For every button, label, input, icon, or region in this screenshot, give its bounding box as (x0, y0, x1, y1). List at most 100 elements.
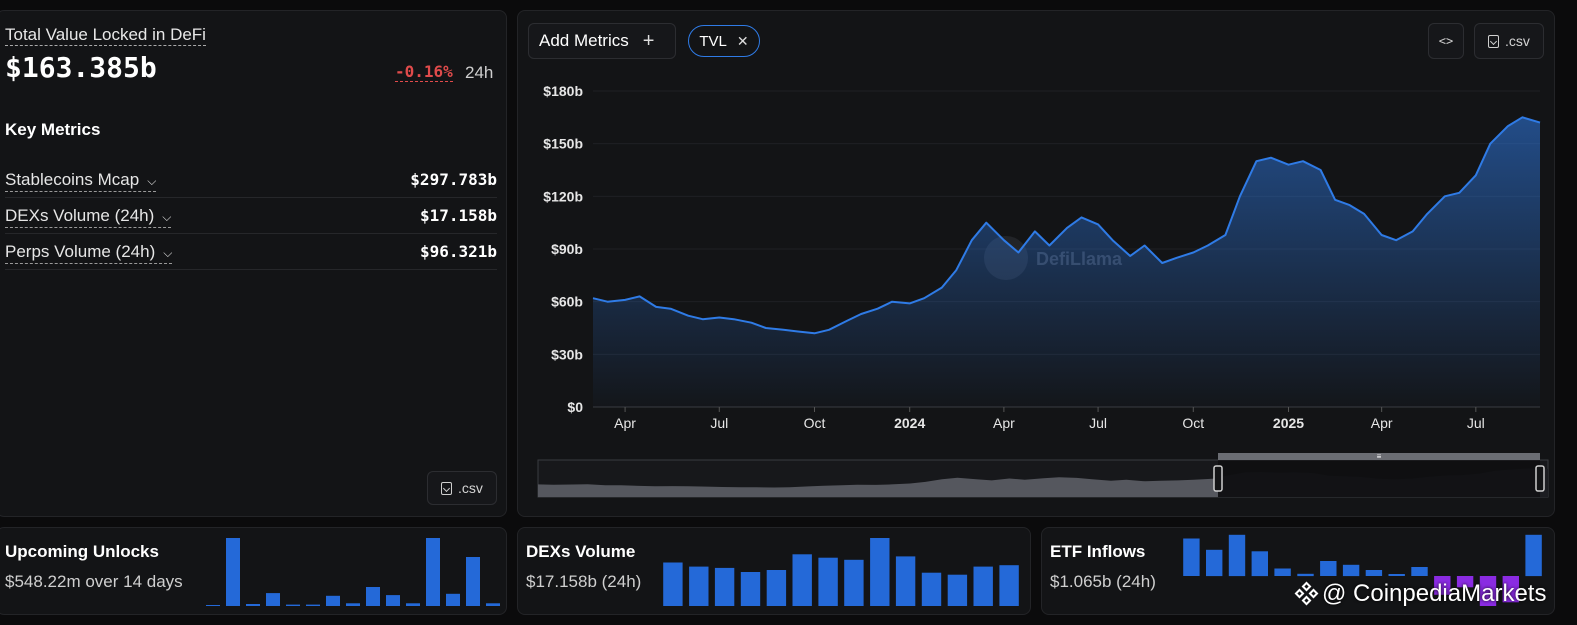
bar (766, 570, 787, 606)
bar (1320, 561, 1337, 576)
x-tick-label: Apr (1371, 415, 1393, 431)
bar (792, 554, 812, 606)
code-icon: <> (1438, 34, 1454, 48)
close-icon[interactable]: ✕ (736, 32, 749, 49)
add-metrics-button[interactable]: Add Metrics + (528, 23, 676, 59)
brush-drag-bar[interactable] (1218, 453, 1540, 460)
bar (1411, 567, 1428, 576)
metric-row-stablecoins[interactable]: Stablecoins Mcap ⌵ $297.783b (5, 162, 497, 198)
bar (973, 566, 993, 606)
chip-label: TVL (699, 32, 727, 50)
bar (1456, 576, 1474, 588)
coinpedia-watermark: @ CoinpediaMarkets (1294, 580, 1547, 608)
metric-row-dexs-volume[interactable]: DEXs Volume (24h) ⌵ $17.158b (5, 198, 497, 234)
x-tick-label: Jul (1089, 415, 1107, 431)
add-metrics-label: Add Metrics (539, 31, 629, 50)
bar (466, 557, 480, 606)
upcoming-unlocks-card[interactable]: Upcoming Unlocks $548.22m over 14 days (0, 527, 507, 615)
card-title: Upcoming Unlocks (5, 542, 159, 561)
metric-label[interactable]: Stablecoins Mcap ⌵ (5, 170, 157, 192)
metric-row-perps-volume[interactable]: Perps Volume (24h) ⌵ $96.321b (5, 234, 497, 270)
x-axis: Apr Jul Oct 2024 Apr Jul Oct 2025 Apr Jul (614, 407, 1485, 431)
bar (714, 567, 735, 606)
y-tick-label: $60b (551, 294, 583, 310)
bar (246, 604, 260, 606)
bar (1274, 568, 1291, 576)
y-tick-label: $180b (543, 83, 583, 99)
metric-label[interactable]: DEXs Volume (24h) ⌵ (5, 206, 172, 228)
unlocks-bar-chart (206, 538, 500, 606)
x-tick-label: Jul (1467, 415, 1485, 431)
bar (1251, 551, 1268, 577)
tvl-series-area (592, 116, 1541, 408)
bar (326, 595, 340, 606)
tvl-period: 24h (465, 63, 494, 82)
card-subtitle: $548.22m over 14 days (5, 572, 183, 591)
bar (366, 587, 380, 606)
metric-value: $17.158b (419, 206, 497, 225)
x-tick-label: Oct (804, 415, 826, 431)
brush-handle[interactable] (1213, 465, 1223, 492)
x-tick-label: 2024 (894, 415, 925, 431)
etf-bar-chart (1183, 534, 1542, 606)
chevron-down-icon[interactable]: ⌵ (162, 210, 172, 224)
x-tick-label: Oct (1182, 415, 1204, 431)
metric-value: $297.783b (410, 170, 497, 189)
x-tick-label: Apr (614, 415, 636, 431)
tvl-metric-chip[interactable]: TVL ✕ (688, 25, 760, 57)
y-tick-label: $0 (567, 399, 583, 415)
diamond-logo-icon (1294, 581, 1319, 606)
key-metrics-title: Key Metrics (5, 120, 101, 139)
bar (486, 603, 500, 606)
tvl-chart[interactable]: DefiLlama $0$30b$60b$90b$120b$150b$180b … (518, 11, 1556, 518)
y-axis: $0 $30b $60b $90b $120b $150b $180b (543, 83, 583, 415)
bar (1297, 573, 1314, 577)
bar (406, 603, 420, 606)
csv-label: .csv (1505, 33, 1530, 49)
chevron-down-icon[interactable]: ⌵ (163, 246, 173, 260)
bar (689, 566, 709, 606)
bar (446, 593, 460, 606)
etf-inflows-card[interactable]: ETF Inflows $1.065b (24h) (1041, 527, 1555, 615)
range-brush[interactable]: ≡ (537, 452, 1549, 498)
tvl-title[interactable]: Total Value Locked in DeFi (5, 25, 206, 46)
card-title: ETF Inflows (1050, 542, 1146, 561)
chevron-down-icon[interactable]: ⌵ (147, 174, 157, 188)
bar (1342, 564, 1360, 577)
y-tick-label: $30b (551, 346, 583, 362)
bar (740, 572, 761, 606)
x-tick-label: Jul (710, 415, 728, 431)
embed-button[interactable]: <> (1428, 23, 1464, 59)
download-file-icon (1488, 34, 1500, 48)
dexs-bar-chart (663, 538, 1019, 606)
bar (921, 572, 942, 606)
bar (1388, 574, 1405, 576)
tvl-change[interactable]: -0.16% (395, 62, 453, 82)
bar (1183, 538, 1200, 576)
metric-value: $96.321b (419, 242, 497, 261)
dexs-volume-card[interactable]: DEXs Volume $17.158b (24h) (517, 527, 1031, 615)
brush-handle[interactable] (1535, 465, 1545, 492)
y-tick-label: $90b (551, 241, 583, 257)
brush-selection[interactable] (1218, 460, 1540, 497)
x-tick-label: 2025 (1273, 415, 1304, 431)
brush-preview-area (538, 477, 1218, 497)
y-tick-label: $120b (543, 188, 583, 204)
metric-label[interactable]: Perps Volume (24h) ⌵ (5, 242, 173, 264)
bar (1228, 534, 1246, 577)
bar (999, 565, 1019, 606)
chart-csv-button[interactable]: .csv (1474, 23, 1544, 59)
watermark-label: @ CoinpediaMarkets (1322, 580, 1547, 607)
left-csv-button[interactable]: .csv (427, 471, 497, 505)
bar (266, 593, 280, 606)
tvl-area-fill (593, 117, 1540, 408)
bar (206, 605, 220, 606)
bar (1206, 549, 1223, 577)
bar (1502, 576, 1519, 603)
drag-grip-icon: ≡ (1377, 452, 1382, 461)
card-subtitle: $1.065b (24h) (1050, 572, 1156, 591)
bar (895, 556, 916, 606)
y-tick-label: $150b (543, 136, 583, 152)
bar (1365, 570, 1383, 576)
tvl-chart-panel: DefiLlama $0$30b$60b$90b$120b$150b$180b … (517, 10, 1555, 517)
